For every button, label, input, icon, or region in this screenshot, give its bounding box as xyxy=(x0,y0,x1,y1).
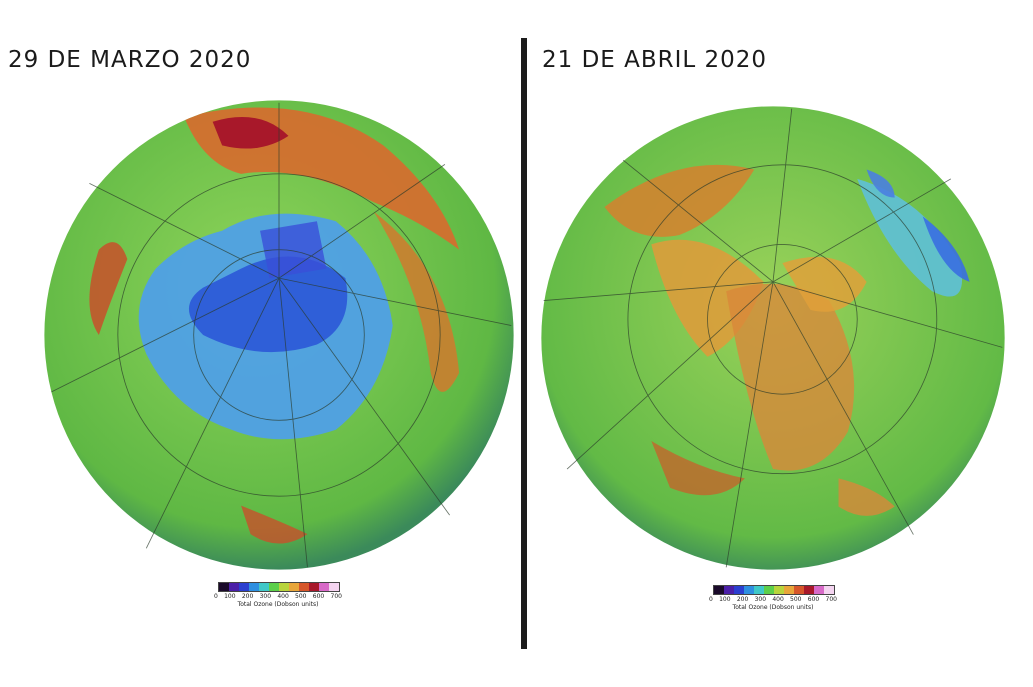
colorbar-strip-left xyxy=(218,582,340,592)
tick: 600 xyxy=(312,593,325,600)
tick: 200 xyxy=(241,593,254,600)
colorbar-strip-right xyxy=(713,585,835,595)
tick: 500 xyxy=(790,596,802,603)
tick: 400 xyxy=(772,596,784,603)
tick: 700 xyxy=(330,593,342,600)
tick: 100 xyxy=(719,596,731,603)
colorbar-label-left: Total Ozone (Dobson units) xyxy=(237,601,319,608)
left-panel: 29 DE MARZO 2020 xyxy=(8,47,516,608)
colorbar-right: 0 100 200 300 400 500 600 700 Total Ozon… xyxy=(709,585,839,611)
colorbar-ticks-right: 0 100 200 300 400 500 600 700 xyxy=(709,596,837,603)
tick: 0 xyxy=(709,596,713,603)
tick: 300 xyxy=(754,596,767,603)
date-title-left: 29 DE MARZO 2020 xyxy=(8,47,252,73)
right-panel: 21 DE ABRIL 2020 xyxy=(527,0,1033,687)
tick: 400 xyxy=(277,593,289,600)
tick: 100 xyxy=(224,593,236,600)
tick: 0 xyxy=(214,593,218,600)
colorbar-label-right: Total Ozone (Dobson units) xyxy=(732,604,814,611)
ozone-globe-march xyxy=(42,98,516,572)
tick: 600 xyxy=(807,596,820,603)
tick: 700 xyxy=(825,596,837,603)
tick: 500 xyxy=(295,593,307,600)
date-title-right: 21 DE ABRIL 2020 xyxy=(542,47,768,73)
colorbar-ticks-left: 0 100 200 300 400 500 600 700 xyxy=(214,593,342,600)
panel-divider xyxy=(521,38,527,649)
colorbar-left: 0 100 200 300 400 500 600 700 Total Ozon… xyxy=(214,582,344,608)
ozone-globe-april xyxy=(539,104,1007,572)
tick: 300 xyxy=(259,593,272,600)
tick: 200 xyxy=(736,596,749,603)
